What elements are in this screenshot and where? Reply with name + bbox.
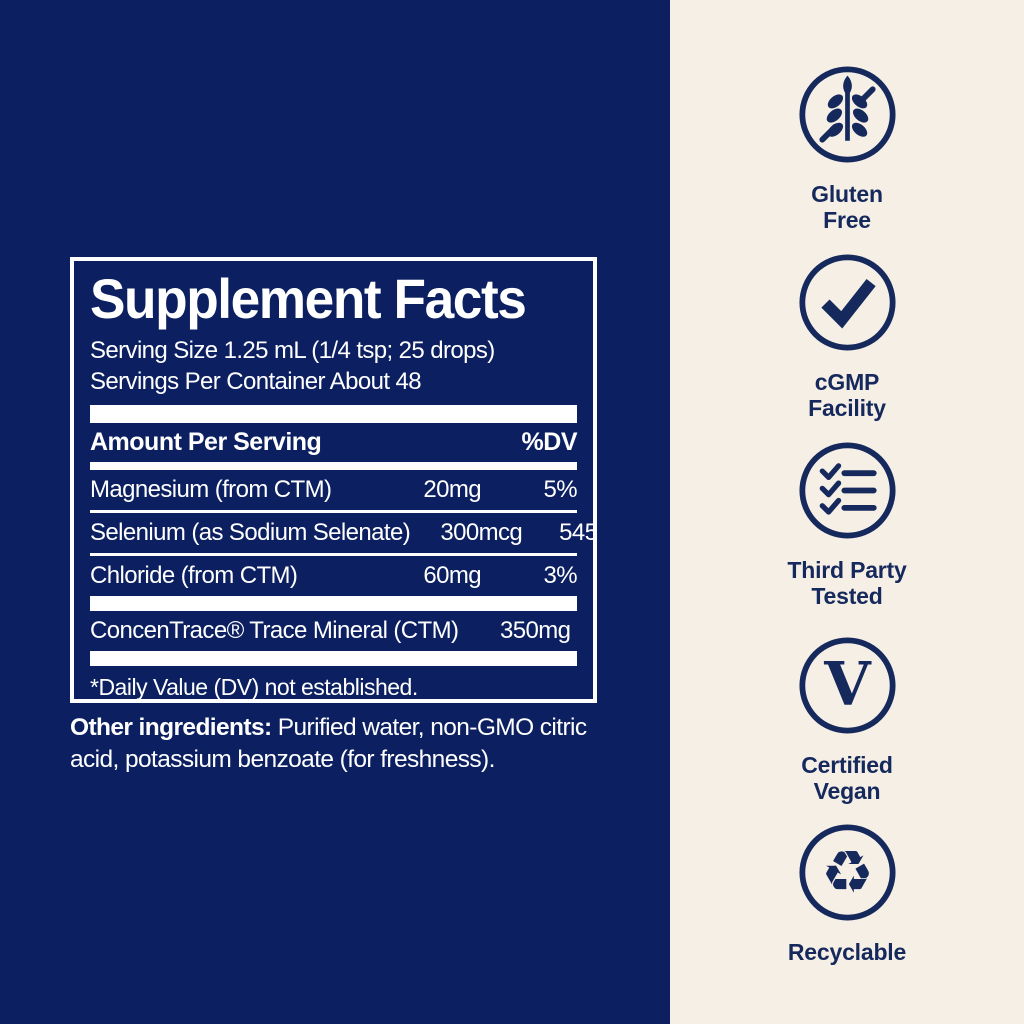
divider-heavy	[90, 651, 577, 667]
supplement-facts-box: Supplement Facts Serving Size 1.25 mL (1…	[70, 257, 597, 703]
nutrient-name: Magnesium (from CTM)	[90, 476, 332, 504]
svg-text:V: V	[823, 649, 872, 719]
badge-label: Certified Vegan	[801, 752, 893, 805]
divider-thin	[90, 553, 577, 557]
divider-thin	[90, 510, 577, 514]
divider-heavy	[90, 596, 577, 612]
badge-certified-vegan: V Certified Vegan	[670, 633, 1024, 805]
badge-label: Third Party Tested	[787, 557, 907, 610]
percent-dv-header: %DV	[521, 428, 578, 457]
divider-thick	[90, 405, 577, 424]
daily-value-footnote: *Daily Value (DV) not established.	[90, 674, 418, 701]
badge-label: Gluten Free	[811, 181, 883, 234]
nutrient-amount: 300mcg	[440, 519, 523, 547]
badge-third-party-tested: Third Party Tested	[670, 438, 1024, 610]
badge-label: cGMP Facility	[808, 369, 886, 422]
checklist-icon	[798, 442, 896, 539]
supplement-facts-title: Supplement Facts	[90, 267, 527, 330]
badge-cgmp-facility: cGMP Facility	[670, 250, 1024, 422]
badge-gluten-free: Gluten Free	[670, 62, 1024, 234]
nutrient-amount: 350mg	[499, 617, 571, 645]
other-ingredients-text: Purified water, non-GMO citric acid, pot…	[70, 714, 587, 774]
table-row-chloride: Chloride (from CTM) 60mg 3%	[90, 556, 578, 596]
nutrient-dv: 545%	[559, 519, 597, 547]
amount-per-serving-header: Amount Per Serving	[90, 428, 322, 457]
svg-text:♻: ♻	[821, 837, 874, 906]
certifications-sidebar: Gluten Free cGMP Facility Third Party Te…	[670, 0, 1024, 1024]
nutrient-dv: 5%	[543, 476, 578, 504]
servings-per-container-text: Servings Per Container About 48	[90, 368, 422, 396]
nutrient-name: ConcenTrace® Trace Mineral (CTM)	[90, 617, 459, 645]
table-header-row: Amount Per Serving %DV	[90, 423, 578, 462]
table-row-concentrace: ConcenTrace® Trace Mineral (CTM) 350mg *	[90, 611, 577, 651]
checkmark-icon	[798, 254, 896, 351]
other-ingredients: Other ingredients: Purified water, non-G…	[70, 712, 618, 777]
other-ingredients-label: Other ingredients:	[70, 714, 272, 741]
recycle-icon: ♻	[798, 824, 896, 921]
divider-medium	[90, 462, 577, 471]
nutrient-amount: 60mg	[423, 562, 481, 590]
nutrient-dv: *	[570, 617, 593, 645]
nutrient-name: Chloride (from CTM)	[90, 562, 298, 590]
table-row-magnesium: Magnesium (from CTM) 20mg 5%	[90, 470, 578, 510]
nutrient-name: Selenium (as Sodium Selenate)	[90, 519, 411, 547]
nutrient-dv: 3%	[543, 562, 578, 590]
table-row-selenium: Selenium (as Sodium Selenate) 300mcg 545…	[90, 513, 593, 553]
serving-size-text: Serving Size 1.25 mL (1/4 tsp; 25 drops)	[90, 337, 495, 364]
badge-recyclable: ♻ Recyclable	[670, 820, 1024, 965]
gluten-free-icon	[798, 66, 896, 163]
badge-label: Recyclable	[787, 939, 907, 965]
vegan-v-icon: V	[798, 637, 896, 734]
nutrient-amount: 20mg	[423, 476, 481, 504]
